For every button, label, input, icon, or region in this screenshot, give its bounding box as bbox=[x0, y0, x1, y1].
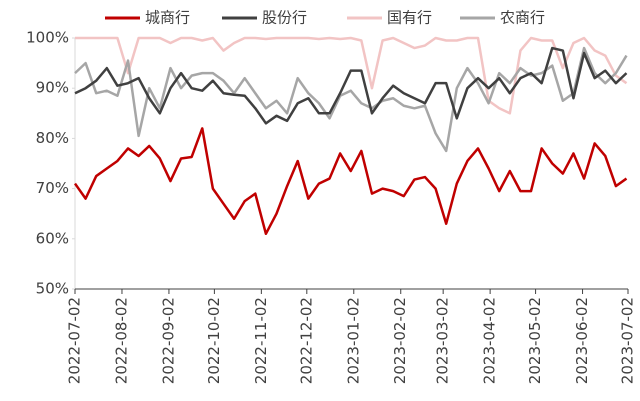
legend-label: 农商行 bbox=[500, 9, 545, 27]
y-tick-label: 60% bbox=[36, 229, 69, 247]
y-tick-label: 50% bbox=[36, 280, 69, 298]
x-tick-label: 2022-09-02 bbox=[159, 297, 177, 384]
y-tick-label: 100% bbox=[26, 29, 69, 47]
legend-label: 城商行 bbox=[145, 9, 190, 27]
x-tick-label: 2023-02-02 bbox=[391, 297, 409, 384]
series-line bbox=[74, 46, 628, 153]
x-tick-label: 2022-07-02 bbox=[66, 297, 84, 384]
y-tick-label: 90% bbox=[36, 79, 69, 97]
legend-label: 股份行 bbox=[262, 9, 307, 27]
legend-label: 国有行 bbox=[387, 9, 432, 27]
x-tick-label: 2023-07-02 bbox=[619, 297, 637, 384]
x-tick-label: 2023-05-02 bbox=[526, 297, 544, 384]
x-tick-label: 2023-01-02 bbox=[344, 297, 362, 384]
x-tick-label: 2022-11-02 bbox=[252, 297, 270, 384]
y-tick-label: 80% bbox=[36, 129, 69, 147]
x-tick-label: 2022-12-02 bbox=[297, 297, 315, 384]
x-tick-label: 2023-06-02 bbox=[573, 297, 591, 384]
series-line bbox=[75, 36, 628, 115]
y-tick-label: 70% bbox=[36, 179, 69, 197]
x-tick-label: 2022-08-02 bbox=[112, 297, 130, 384]
series-line bbox=[74, 46, 628, 125]
series-line bbox=[73, 127, 628, 236]
x-tick-label: 2023-04-02 bbox=[481, 297, 499, 384]
x-tick-label: 2022-10-02 bbox=[205, 297, 223, 384]
x-tick-label: 2023-03-02 bbox=[434, 297, 452, 384]
